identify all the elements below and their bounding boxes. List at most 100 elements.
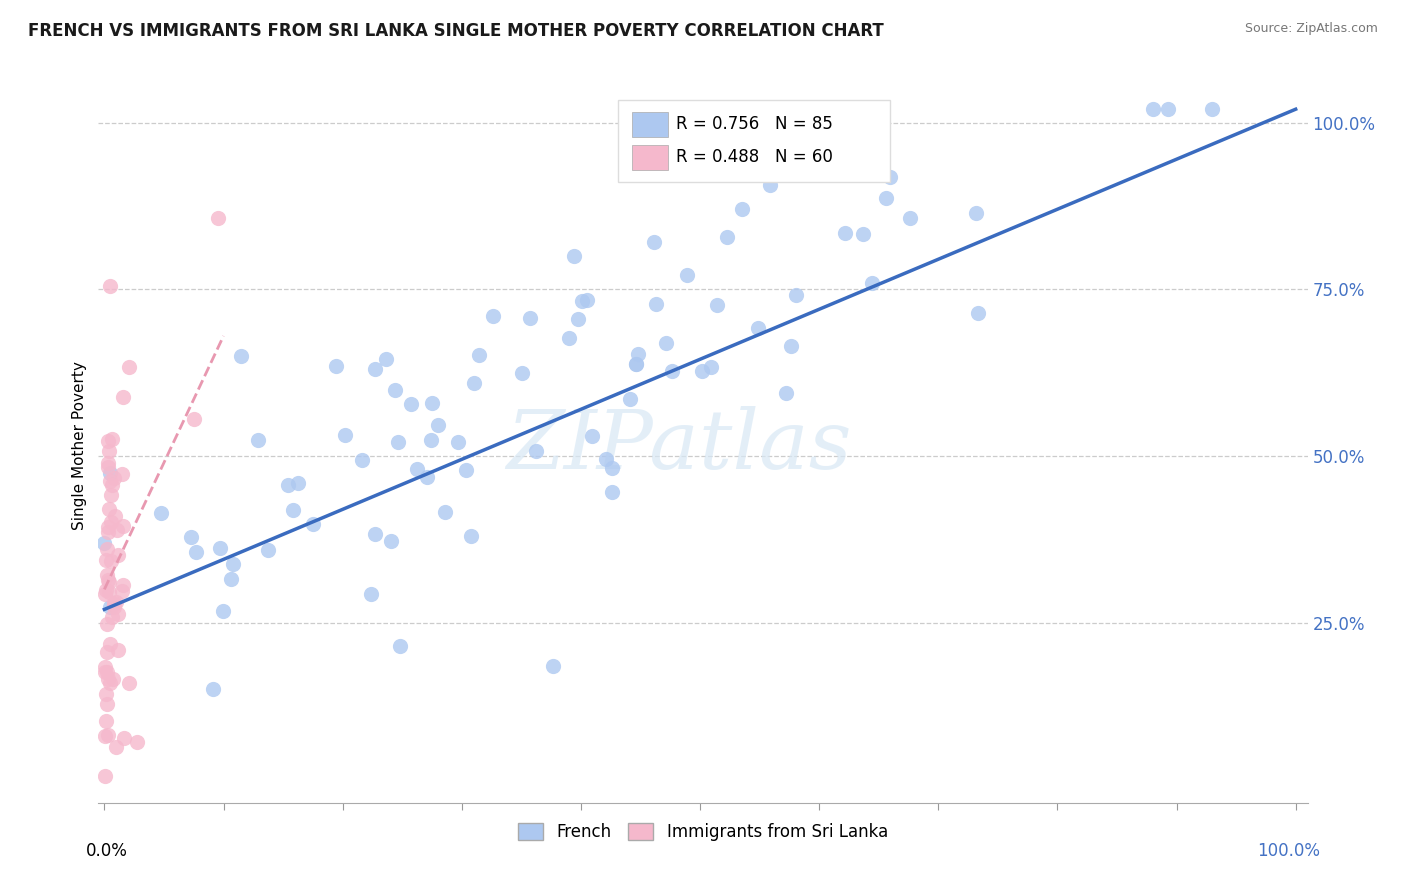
Point (107, 643, 129, 657)
Point (399, 397, 422, 411)
Point (96, 665, 118, 680)
Point (111, 583, 134, 598)
Point (96, 541, 118, 556)
Point (104, 509, 127, 524)
Point (600, 485, 623, 500)
Point (100, 478, 122, 492)
Point (785, 288, 807, 302)
Point (325, 359, 347, 374)
Point (967, 306, 990, 320)
Point (380, 534, 402, 549)
Point (100, 432, 122, 446)
Point (482, 310, 505, 324)
Point (96, 568, 118, 582)
Point (94, 769, 117, 783)
Point (100, 474, 122, 488)
FancyBboxPatch shape (619, 100, 890, 182)
Point (207, 211, 229, 226)
Point (98, 467, 121, 481)
Point (100, 554, 122, 568)
Point (655, 335, 678, 350)
Point (180, 530, 202, 544)
Point (775, 386, 797, 401)
Point (222, 558, 245, 572)
Point (387, 434, 409, 449)
Point (716, 229, 738, 244)
Point (98, 444, 121, 458)
Point (97, 672, 120, 686)
Point (558, 331, 581, 345)
Point (706, 298, 728, 312)
Point (335, 428, 357, 442)
Point (103, 596, 125, 610)
Point (1201, 102, 1223, 116)
Point (246, 434, 269, 448)
Point (96, 552, 118, 566)
Point (463, 376, 485, 390)
Point (389, 639, 412, 653)
Point (94, 687, 117, 701)
Point (105, 740, 128, 755)
Y-axis label: Single Mother Poverty: Single Mother Poverty (72, 361, 87, 531)
Point (117, 676, 139, 690)
Point (375, 352, 398, 367)
Point (747, 321, 769, 335)
Point (221, 572, 243, 586)
Point (447, 435, 470, 450)
Point (581, 429, 603, 443)
Point (519, 310, 541, 325)
Point (624, 357, 647, 371)
Point (406, 462, 429, 476)
Point (433, 504, 456, 518)
Point (420, 396, 443, 410)
Point (96, 697, 118, 711)
Point (420, 433, 443, 447)
Point (96, 616, 118, 631)
Point (103, 599, 125, 614)
Point (1142, 102, 1164, 116)
Point (350, 453, 373, 467)
Point (302, 517, 325, 532)
Point (112, 577, 135, 591)
Point (93, 659, 115, 673)
Point (97, 729, 120, 743)
Text: FRENCH VS IMMIGRANTS FROM SRI LANKA SINGLE MOTHER POVERTY CORRELATION CHART: FRENCH VS IMMIGRANTS FROM SRI LANKA SING… (28, 22, 884, 40)
Point (98, 585, 121, 599)
Point (97, 434, 120, 448)
Point (211, 604, 233, 618)
FancyBboxPatch shape (633, 145, 668, 170)
Point (643, 235, 665, 249)
Point (595, 452, 617, 467)
Point (416, 470, 439, 484)
Point (758, 178, 780, 192)
Point (94, 582, 117, 597)
Point (645, 296, 668, 310)
Point (676, 268, 699, 283)
Point (384, 383, 406, 397)
Point (780, 339, 803, 353)
Point (98, 279, 121, 293)
Point (118, 359, 141, 374)
Text: 0.0%: 0.0% (86, 842, 128, 860)
Text: R = 0.488   N = 60: R = 0.488 N = 60 (676, 148, 834, 167)
Point (619, 392, 641, 406)
Point (100, 515, 122, 529)
Point (661, 364, 683, 378)
Point (97, 575, 120, 590)
Point (183, 412, 205, 426)
Point (94, 714, 117, 728)
Point (287, 475, 309, 490)
Point (1157, 102, 1180, 116)
Point (562, 249, 585, 263)
Point (150, 506, 173, 520)
Point (94, 587, 117, 601)
Point (105, 523, 128, 537)
Point (201, 682, 224, 697)
Point (571, 293, 593, 308)
Legend: French, Immigrants from Sri Lanka: French, Immigrants from Sri Lanka (512, 816, 894, 848)
Text: Source: ZipAtlas.com: Source: ZipAtlas.com (1244, 22, 1378, 36)
Point (898, 211, 921, 225)
Point (96, 460, 118, 475)
Text: ZIPatlas: ZIPatlas (506, 406, 852, 486)
Point (879, 169, 901, 184)
